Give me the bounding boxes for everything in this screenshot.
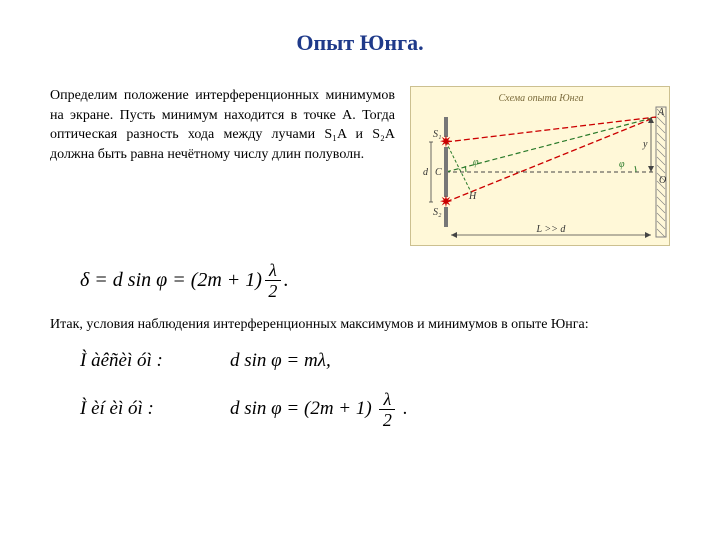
- diagram-svg: Схема опыта Юнга: [411, 87, 671, 247]
- page-title: Опыт Юнга.: [50, 30, 670, 56]
- cond-min-label: Ì èí èì óì :: [80, 398, 230, 420]
- top-row: Определим положение интерференционных ми…: [50, 86, 670, 246]
- label-h: H: [468, 191, 477, 202]
- arc-phi-right: [635, 166, 636, 172]
- paragraph-2: Итак, условия наблюдения интерференционн…: [50, 315, 670, 335]
- formula-tail: .: [284, 269, 289, 292]
- label-y: y: [642, 139, 648, 150]
- young-scheme-diagram: Схема опыта Юнга: [410, 86, 670, 246]
- frac-den: 2: [268, 281, 277, 300]
- fraction: λ 2: [265, 261, 281, 300]
- condition-min: Ì èí èì óì : d sin φ = (2m + 1) λ 2 .: [80, 390, 670, 429]
- cond-max-formula: d sin φ = mλ,: [230, 350, 331, 372]
- label-o: O: [659, 175, 666, 186]
- paragraph-1: Определим положение интерференционных ми…: [50, 86, 395, 246]
- formula-lhs: δ = d sin φ = (2m + 1): [80, 269, 262, 292]
- conditions-block: Ì àêñèì óì : d sin φ = mλ, Ì èí èì óì : …: [80, 350, 670, 429]
- diagram-title: Схема опыта Юнга: [499, 93, 584, 104]
- frac-den: 2: [383, 410, 392, 429]
- label-phi2: φ: [619, 159, 625, 170]
- label-d: d: [423, 167, 429, 178]
- label-s1: S₁: [433, 129, 441, 140]
- fraction: λ 2: [379, 390, 395, 429]
- label-phi1: φ: [473, 157, 479, 168]
- label-s2: S₂: [433, 207, 442, 218]
- frac-num: λ: [379, 390, 395, 410]
- condition-max: Ì àêñèì óì : d sin φ = mλ,: [80, 350, 670, 372]
- label-a: A: [657, 107, 665, 118]
- label-c: C: [435, 167, 442, 178]
- formula-delta: δ = d sin φ = (2m + 1) λ 2 .: [80, 261, 670, 300]
- cond-max-label: Ì àêñèì óì :: [80, 350, 230, 372]
- cond-min-pre: d sin φ = (2m + 1): [230, 397, 372, 418]
- cond-min-formula: d sin φ = (2m + 1) λ 2 .: [230, 390, 408, 429]
- frac-num: λ: [265, 261, 281, 281]
- label-l: L >> d: [536, 224, 567, 235]
- cond-min-tail: .: [403, 397, 408, 418]
- screen-bar: [656, 107, 666, 237]
